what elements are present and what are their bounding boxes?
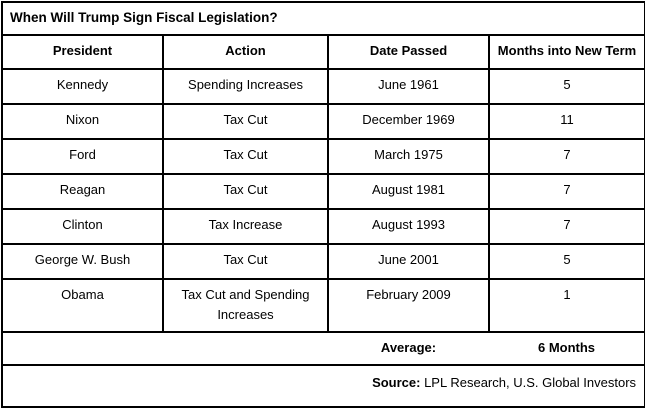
cell-president: Obama xyxy=(1,278,164,333)
cell-action: Tax Cut xyxy=(162,103,329,140)
cell-action: Tax Cut xyxy=(162,138,329,175)
table-title: When Will Trump Sign Fiscal Legislation? xyxy=(0,1,645,36)
cell-date: August 1981 xyxy=(327,173,490,210)
cell-president: Ford xyxy=(1,138,164,175)
cell-months: 5 xyxy=(487,243,645,280)
cell-action: Tax Cut xyxy=(162,243,329,280)
cell-date: December 1969 xyxy=(327,103,490,140)
source-text: LPL Research, U.S. Global Investors xyxy=(420,375,637,390)
average-row: Average: 6 Months xyxy=(1,331,645,366)
cell-president: Nixon xyxy=(1,103,164,140)
average-spacer xyxy=(1,331,163,366)
cell-action: Tax Cut xyxy=(162,173,329,210)
cell-months: 1 xyxy=(487,278,645,333)
table-row-ford: Ford Tax Cut March 1975 7 xyxy=(1,138,645,175)
cell-months: 7 xyxy=(487,173,645,210)
cell-president: Clinton xyxy=(1,208,164,245)
table-row-nixon: Nixon Tax Cut December 1969 11 xyxy=(1,103,645,140)
table-row-clinton: Clinton Tax Increase August 1993 7 xyxy=(1,208,645,245)
average-value: 6 Months xyxy=(489,331,645,366)
cell-date: August 1993 xyxy=(327,208,490,245)
col-header-action: Action xyxy=(162,34,329,70)
table-row-reagan: Reagan Tax Cut August 1981 7 xyxy=(1,173,645,210)
cell-months: 7 xyxy=(487,138,645,175)
cell-president: George W. Bush xyxy=(1,243,164,280)
average-label: Average: xyxy=(328,331,489,366)
source-note: Source: LPL Research, U.S. Global Invest… xyxy=(0,364,645,408)
cell-action: Tax Cut and Spending Increases xyxy=(162,278,329,333)
cell-months: 7 xyxy=(487,208,645,245)
cell-months: 5 xyxy=(487,68,645,105)
table-row-george-w-bush: George W. Bush Tax Cut June 2001 5 xyxy=(1,243,645,280)
cell-date: March 1975 xyxy=(327,138,490,175)
table-row-kennedy: Kennedy Spending Increases June 1961 5 xyxy=(1,68,645,105)
cell-date: February 2009 xyxy=(327,278,490,333)
col-header-months: Months into New Term xyxy=(487,34,645,70)
title-row: When Will Trump Sign Fiscal Legislation? xyxy=(0,1,645,36)
cell-action: Tax Increase xyxy=(162,208,329,245)
cell-months: 11 xyxy=(487,103,645,140)
cell-date: June 1961 xyxy=(327,68,490,105)
average-spacer xyxy=(163,331,328,366)
col-header-date-passed: Date Passed xyxy=(327,34,490,70)
cell-president: Kennedy xyxy=(1,68,164,105)
cell-action: Spending Increases xyxy=(162,68,329,105)
header-row: President Action Date Passed Months into… xyxy=(1,34,645,70)
source-row: Source: LPL Research, U.S. Global Invest… xyxy=(0,364,645,408)
cell-president: Reagan xyxy=(1,173,164,210)
col-header-president: President xyxy=(1,34,164,70)
cell-date: June 2001 xyxy=(327,243,490,280)
source-label: Source: xyxy=(372,375,421,390)
table-row-obama: Obama Tax Cut and Spending Increases Feb… xyxy=(1,278,645,333)
